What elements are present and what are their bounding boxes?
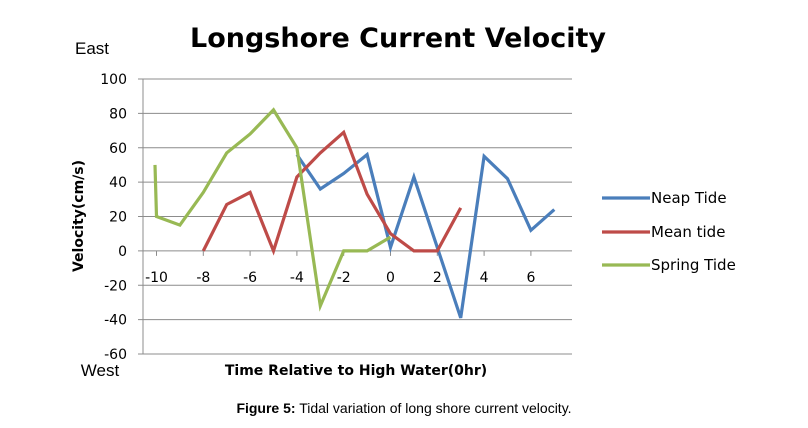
y-tick-label: -20 <box>104 278 127 294</box>
legend: Neap Tide Mean tide Spring Tide <box>602 189 736 274</box>
x-tick-label: 2 <box>433 270 442 286</box>
chart: Longshore Current Velocity East West Vel… <box>71 23 736 380</box>
legend-label-mean-tide: Mean tide <box>651 223 725 241</box>
figure-caption-text: Tidal variation of long shore current ve… <box>295 400 572 416</box>
series-line-mean-tide <box>201 129 463 256</box>
x-tick-label: -2 <box>337 270 351 286</box>
x-tick-label: 4 <box>480 270 489 286</box>
legend-label-spring-tide: Spring Tide <box>651 256 736 274</box>
x-tick-label: 6 <box>526 270 535 286</box>
series-line-spring-tide <box>153 107 392 312</box>
y-tick-label: 0 <box>118 244 127 260</box>
y-axis-title: Velocity(cm/s) <box>71 160 87 272</box>
series-line-neap-tide <box>295 151 556 319</box>
figure-caption: Figure 5: Tidal variation of long shore … <box>0 400 808 416</box>
east-label: East <box>75 39 109 58</box>
y-tick-label: 60 <box>109 141 127 157</box>
y-tick-label: 80 <box>109 106 127 122</box>
west-label: West <box>81 361 120 380</box>
series-lines <box>153 107 556 319</box>
x-tick-label: -8 <box>196 270 210 286</box>
x-tick-label: -10 <box>145 270 168 286</box>
figure-caption-label: Figure 5: <box>236 400 296 416</box>
legend-label-neap-tide: Neap Tide <box>651 189 727 207</box>
x-tick-label: 0 <box>386 270 395 286</box>
y-tick-label: 100 <box>100 72 127 88</box>
x-tick-label: -4 <box>290 270 304 286</box>
y-tick-label: -40 <box>104 313 127 329</box>
x-axis-title: Time Relative to High Water(0hr) <box>225 363 487 379</box>
gridlines <box>143 78 572 355</box>
y-tick-label: 40 <box>109 175 127 191</box>
chart-title: Longshore Current Velocity <box>190 23 606 54</box>
y-tick-label: -60 <box>104 347 127 363</box>
x-tick-label: -6 <box>243 270 257 286</box>
y-tick-label: 20 <box>109 210 127 226</box>
